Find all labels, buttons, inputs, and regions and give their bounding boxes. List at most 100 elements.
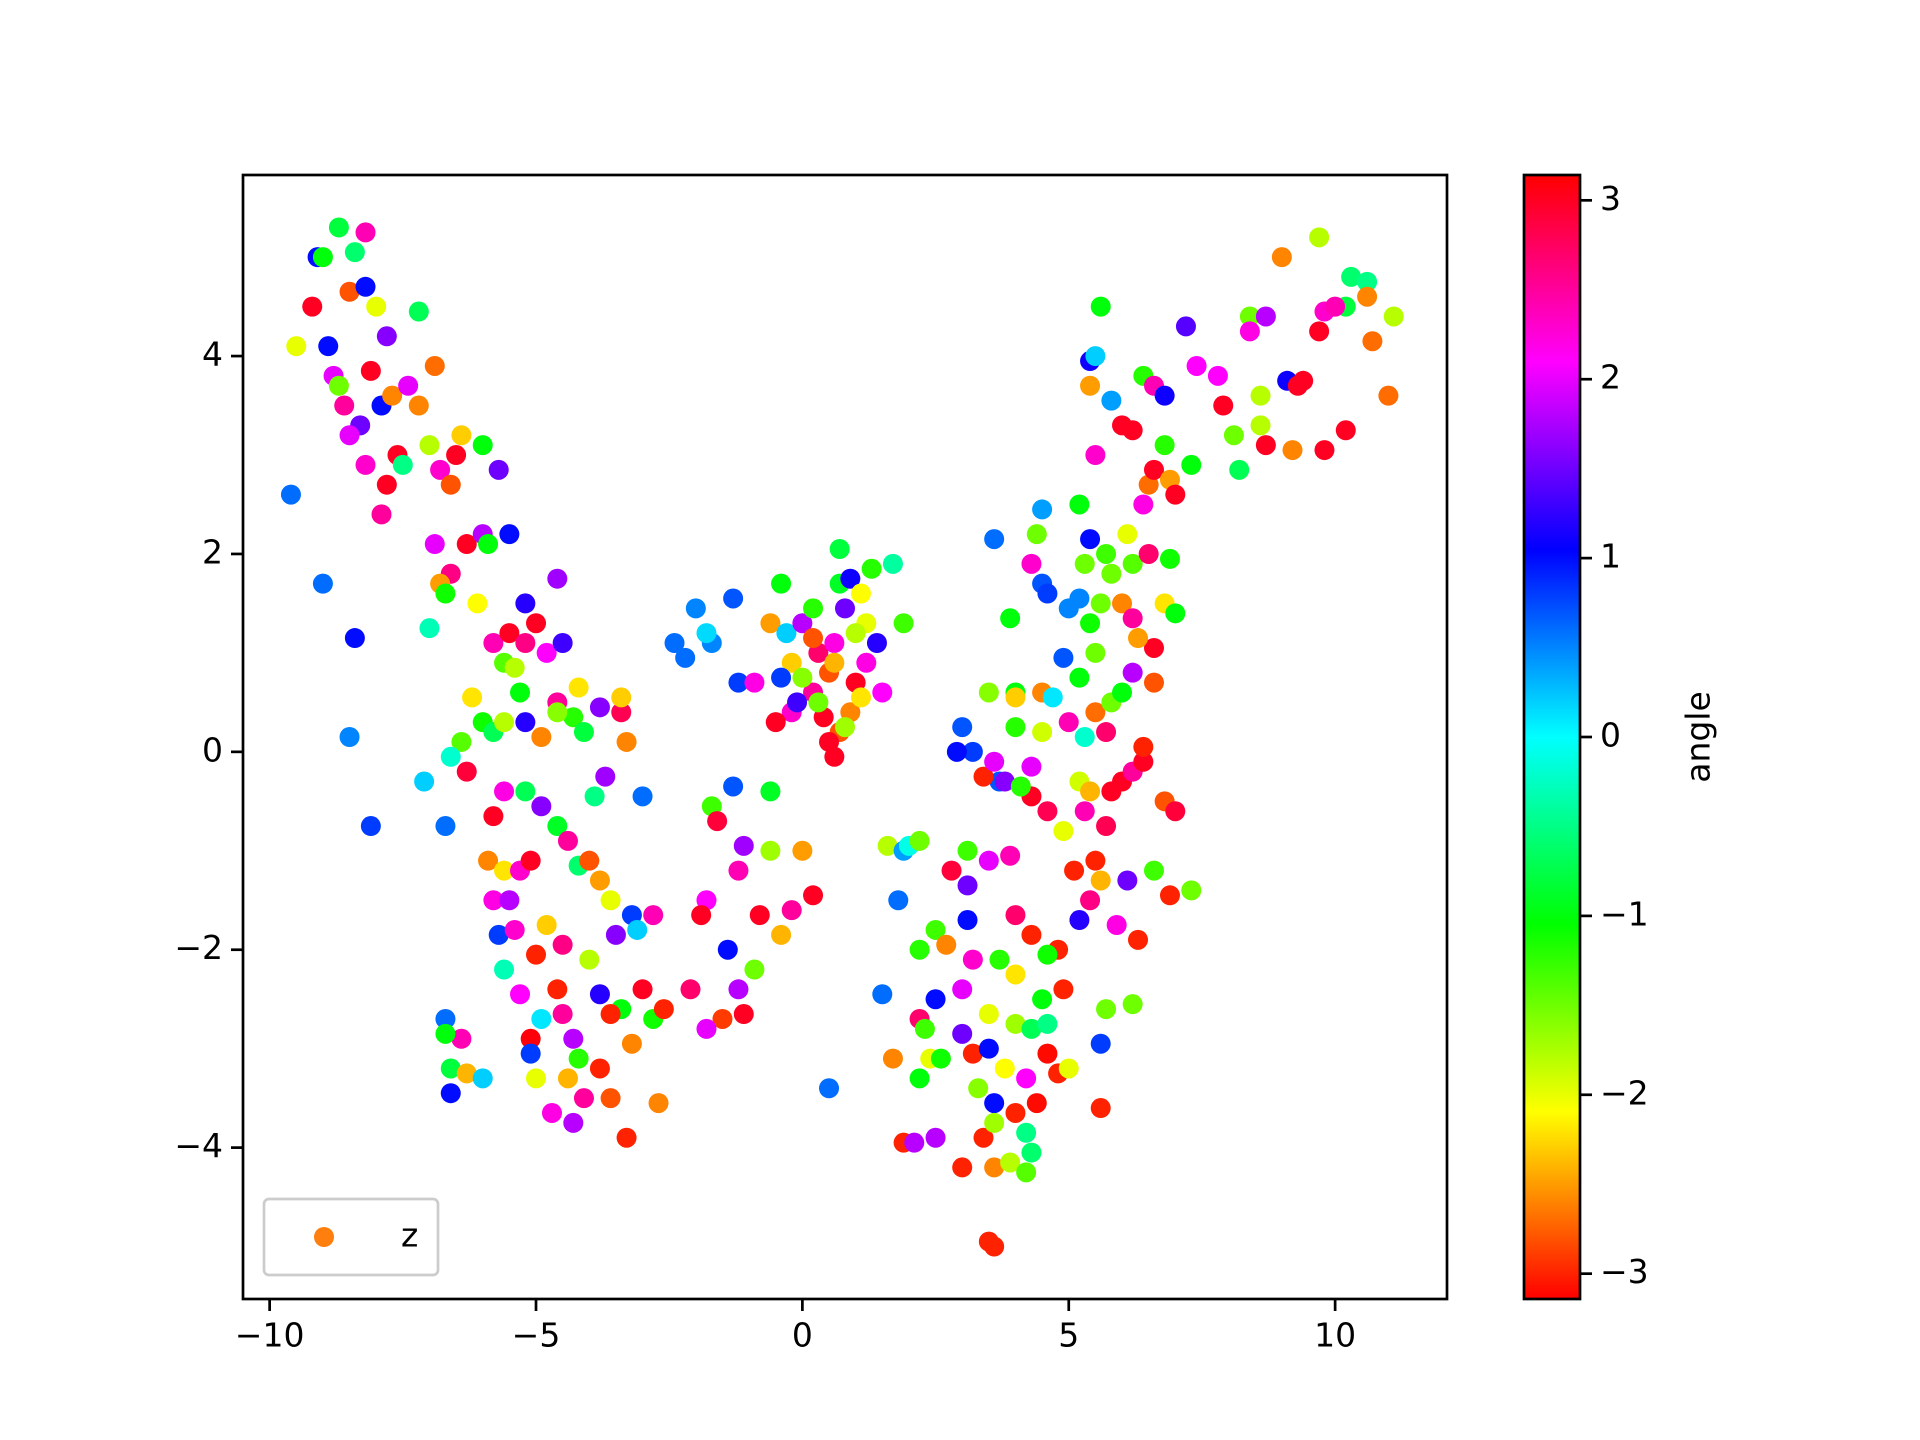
point [1223, 425, 1244, 446]
point [360, 816, 381, 837]
point [573, 1088, 594, 1109]
point [1021, 553, 1042, 574]
y-tick-label: −4 [174, 1126, 223, 1165]
colorbar-tick-label: 3 [1600, 179, 1621, 218]
point [952, 1157, 973, 1178]
point [1112, 682, 1133, 703]
point [419, 435, 440, 456]
point [1053, 647, 1074, 668]
point [392, 454, 413, 475]
point [318, 336, 339, 357]
point [1181, 880, 1202, 901]
point [872, 682, 893, 703]
point [882, 1048, 903, 1069]
point [744, 959, 765, 980]
point [1042, 687, 1063, 708]
point [371, 504, 392, 525]
point [1128, 628, 1149, 649]
point [696, 1018, 717, 1039]
point [1239, 321, 1260, 342]
point [1005, 1013, 1026, 1034]
point [1383, 306, 1404, 327]
point [643, 905, 664, 926]
point [1154, 435, 1175, 456]
point [531, 796, 552, 817]
point [1085, 702, 1106, 723]
point [1005, 1102, 1026, 1123]
point [1080, 613, 1101, 634]
point [334, 395, 355, 416]
point [1085, 642, 1106, 663]
point [984, 1236, 1005, 1257]
point [850, 687, 871, 708]
colorbar-tick-label: −1 [1600, 894, 1649, 933]
point [1122, 553, 1143, 574]
point [552, 934, 573, 955]
points [280, 217, 1404, 1257]
point [1154, 385, 1175, 406]
point [1032, 499, 1053, 520]
point [547, 568, 568, 589]
point [520, 1043, 541, 1064]
point [1080, 890, 1101, 911]
colorbar-tick-label: 2 [1600, 358, 1621, 397]
point [962, 949, 983, 970]
point [1037, 1013, 1058, 1034]
point [600, 890, 621, 911]
point [893, 613, 914, 634]
y-tick-label: 0 [202, 730, 223, 769]
point [952, 979, 973, 1000]
point [1101, 563, 1122, 584]
point [1016, 1068, 1037, 1089]
point [499, 890, 520, 911]
point [435, 583, 456, 604]
point [616, 731, 637, 752]
point [366, 296, 387, 317]
point [1000, 1152, 1021, 1173]
point [563, 1112, 584, 1133]
point [435, 1008, 456, 1029]
point [781, 652, 802, 673]
legend-marker [314, 1227, 334, 1247]
point [440, 1058, 461, 1079]
point [547, 702, 568, 723]
point [435, 816, 456, 837]
point [488, 459, 509, 480]
point [557, 830, 578, 851]
point [1165, 603, 1186, 624]
point [1064, 860, 1085, 881]
point [653, 999, 674, 1020]
point [398, 375, 419, 396]
point [1058, 1058, 1079, 1079]
point [1090, 1098, 1111, 1119]
point [483, 806, 504, 827]
point [1085, 850, 1106, 871]
point [1021, 756, 1042, 777]
point [1229, 459, 1250, 480]
point [1165, 801, 1186, 822]
point [803, 885, 824, 906]
point [866, 633, 887, 654]
point [408, 301, 429, 322]
point [978, 850, 999, 871]
point [589, 697, 610, 718]
point [994, 1058, 1015, 1079]
point [1143, 459, 1164, 480]
point [1037, 801, 1058, 822]
point [840, 568, 861, 589]
point [573, 722, 594, 743]
point [1117, 524, 1138, 545]
legend-box [262, 1197, 440, 1277]
point [1005, 687, 1026, 708]
point [408, 395, 429, 416]
point [1021, 1018, 1042, 1039]
point [1309, 227, 1330, 248]
point [1069, 910, 1090, 931]
point [456, 761, 477, 782]
point [440, 474, 461, 495]
point [1341, 266, 1362, 287]
point [456, 1063, 477, 1084]
point [627, 919, 648, 940]
point [835, 717, 855, 738]
